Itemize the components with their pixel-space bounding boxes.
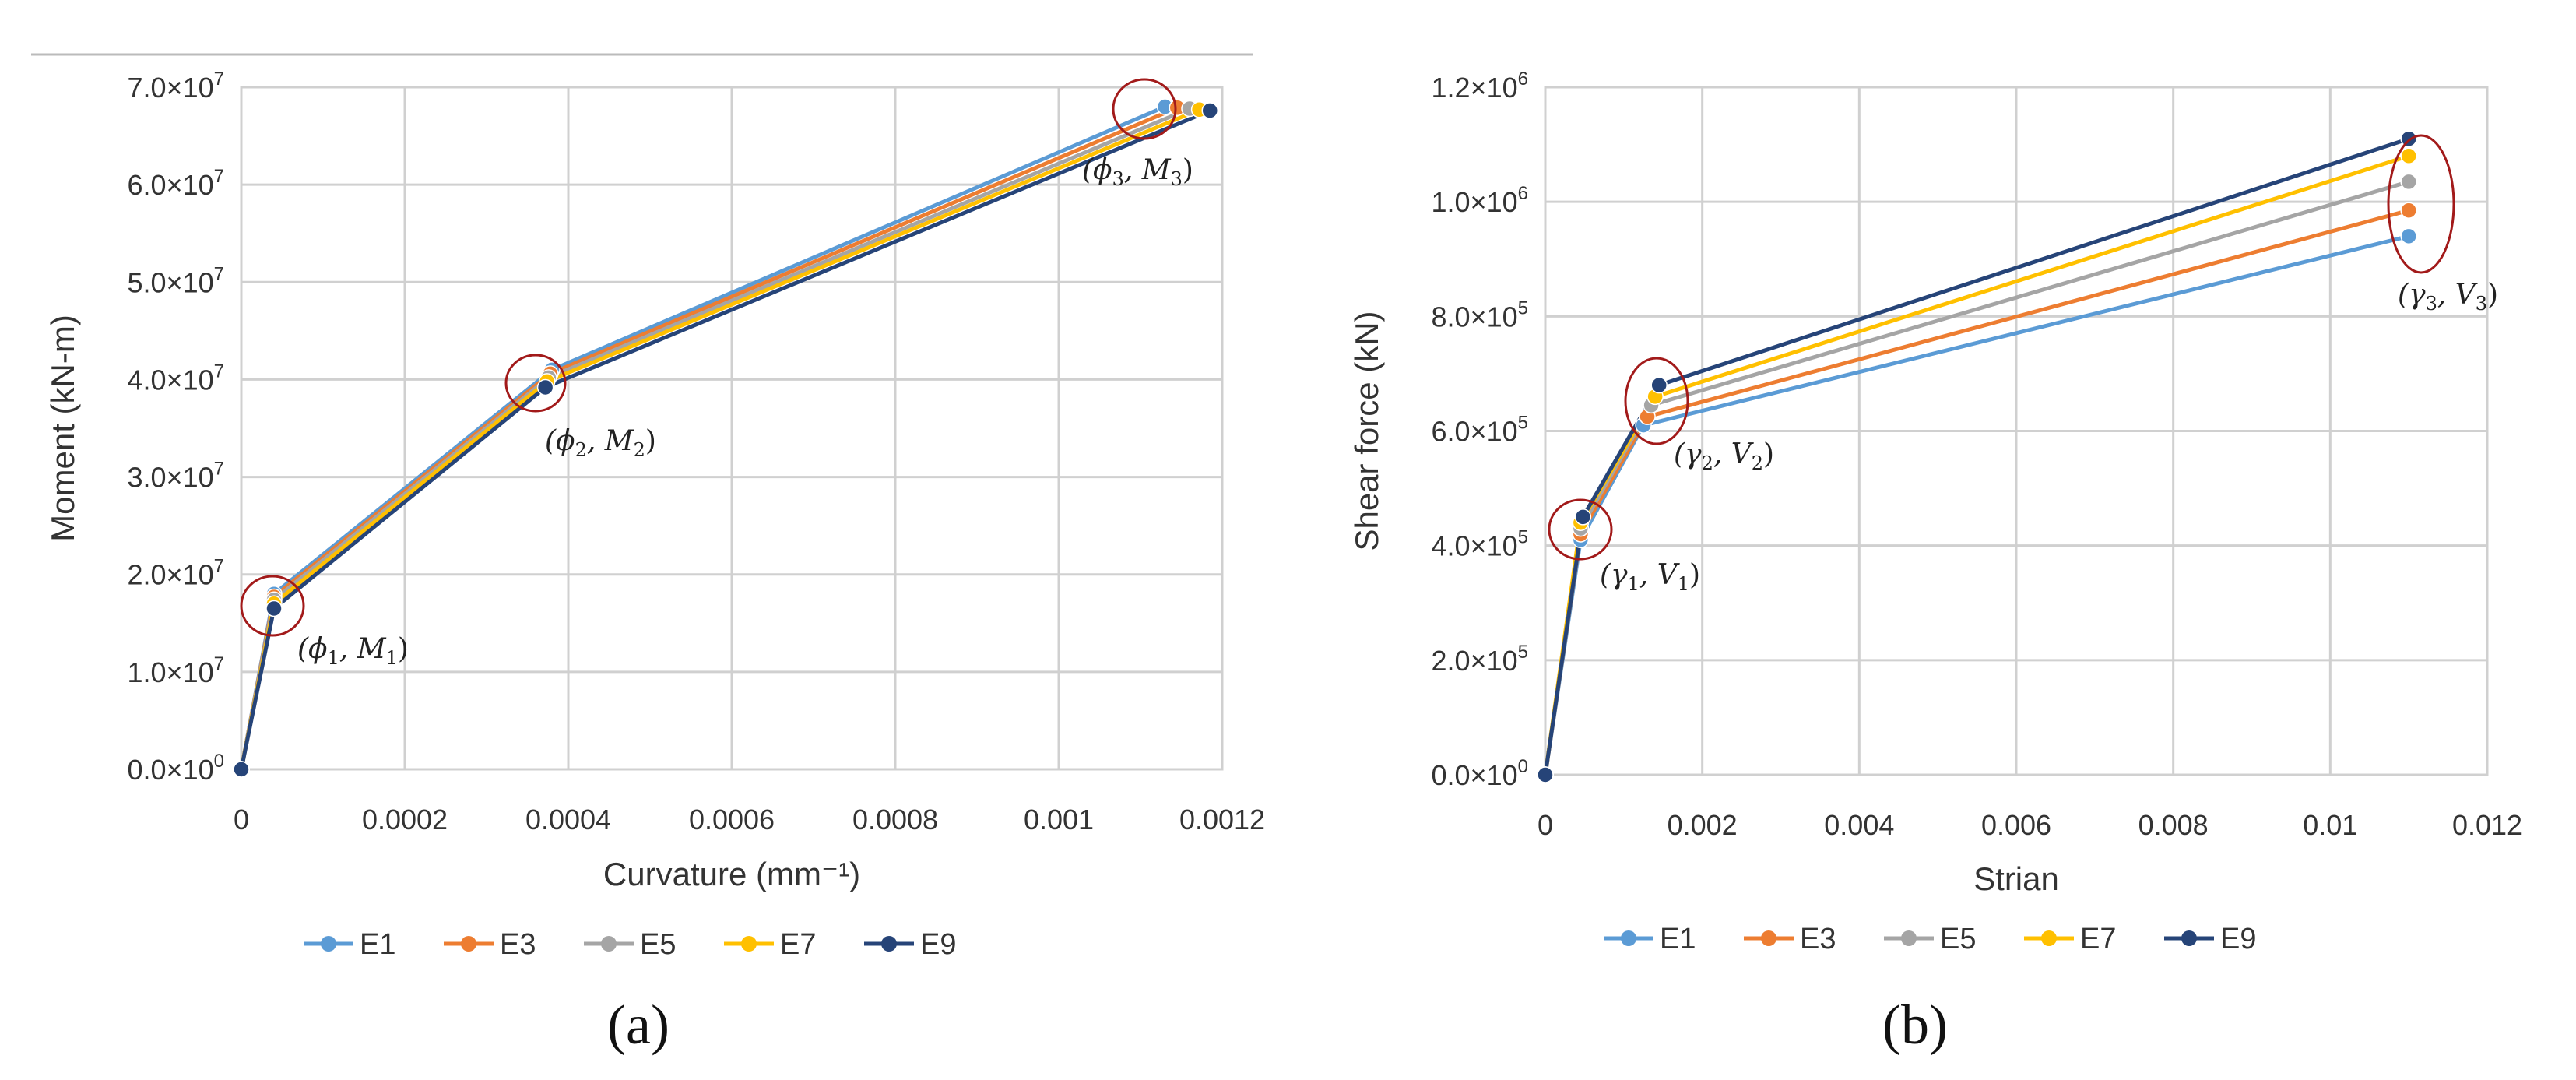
- y-tick-label: 8.0×105: [1432, 297, 1528, 332]
- data-point-e9: [265, 600, 283, 617]
- x-tick-label: 0.0012: [1179, 804, 1265, 836]
- y-axis-title: Moment (kN-m): [44, 315, 81, 542]
- legend-label-e9: E9: [920, 928, 956, 961]
- x-tick-label: 0.012: [2452, 809, 2522, 841]
- x-tick-label: 0.001: [1024, 804, 1094, 836]
- series-line-e9: [1543, 136, 2409, 776]
- plot-area-frame: [1544, 86, 2489, 776]
- data-point-e9: [536, 378, 554, 396]
- highlight-ellipse: [1624, 357, 1689, 445]
- legend-swatch-marker: [881, 936, 897, 952]
- highlight-ellipse: [1548, 498, 1613, 561]
- series-line-e7: [239, 107, 1200, 770]
- y-tick-label: 0.0×100: [1432, 756, 1528, 791]
- series-line-e5: [1543, 180, 2409, 776]
- legend-swatch-marker: [2181, 930, 2197, 946]
- point-annotation: (ϕ3, M3): [1082, 154, 1193, 190]
- y-tick-label: 2.0×105: [1432, 642, 1528, 677]
- y-tick-label: 5.0×107: [128, 263, 224, 298]
- data-point-e1: [2400, 227, 2417, 245]
- y-tick-label: 4.0×107: [128, 361, 224, 396]
- highlight-ellipse: [240, 575, 305, 637]
- legend-swatch-marker: [741, 936, 757, 952]
- y-tick-label: 7.0×107: [128, 69, 224, 104]
- point-annotation: (ϕ1, M1): [297, 633, 409, 669]
- chart-panel-b: 0 0.002 0.004 0.006 0.008 0.01 0.012 0.0×100 2.0…: [1348, 69, 2522, 1056]
- x-tick-label: 0.0008: [852, 804, 938, 836]
- data-point-e9: [1574, 508, 1592, 526]
- x-tick-label: 0: [234, 804, 249, 836]
- x-axis-title: Curvature (mm⁻¹): [603, 856, 860, 892]
- data-point-e7: [2400, 147, 2417, 165]
- series-line-e9: [239, 108, 1211, 770]
- data-point-e9: [233, 761, 250, 778]
- chart-panel-a: 0 0.0002 0.0004 0.0006 0.0008 0.001 0.0012 0.0×…: [44, 69, 1265, 1056]
- data-point-e9: [1201, 102, 1218, 119]
- data-point-e3: [2400, 202, 2417, 219]
- y-tick-label: 1.0×106: [1432, 183, 1528, 218]
- series-line-e3: [239, 105, 1179, 770]
- y-tick-label: 6.0×107: [128, 166, 224, 201]
- x-axis-title: Strian: [1973, 860, 2059, 897]
- y-tick-label: 2.0×107: [128, 556, 224, 591]
- x-tick-label: 0: [1538, 809, 1553, 841]
- highlight-ellipse: [2387, 134, 2455, 274]
- point-annotation: (γ2, V2): [1674, 438, 1774, 474]
- data-point-e9: [1650, 376, 1668, 394]
- legend-label-e5: E5: [1940, 923, 1976, 955]
- legend-swatch-marker: [1901, 930, 1917, 946]
- panel-label: (b): [1882, 994, 1948, 1056]
- x-tick-label: 0.0002: [362, 804, 448, 836]
- point-annotation: (γ3, V3): [2398, 279, 2498, 315]
- data-point-e9: [2400, 130, 2417, 147]
- data-point-e5: [2400, 173, 2417, 191]
- y-tick-label: 6.0×105: [1432, 413, 1528, 448]
- highlight-ellipse: [504, 354, 567, 413]
- y-tick-label: 0.0×100: [128, 751, 224, 786]
- x-tick-label: 0.0004: [525, 804, 611, 836]
- legend-swatch-marker: [601, 936, 617, 952]
- x-tick-label: 0.006: [1981, 809, 2051, 841]
- legend-label-e7: E7: [2080, 923, 2116, 955]
- point-annotation: (γ1, V1): [1600, 559, 1700, 595]
- legend-swatch-marker: [461, 936, 476, 952]
- y-tick-label: 4.0×105: [1432, 527, 1528, 562]
- x-tick-label: 0.002: [1668, 809, 1738, 841]
- data-point-e9: [1537, 766, 1554, 783]
- legend-label-e7: E7: [780, 928, 816, 961]
- legend-label-e3: E3: [500, 928, 536, 961]
- legend-swatch-marker: [1761, 930, 1776, 946]
- x-tick-label: 0.004: [1824, 809, 1894, 841]
- x-tick-label: 0.0006: [689, 804, 775, 836]
- x-tick-label: 0.008: [2138, 809, 2209, 841]
- plot-area-frame: [240, 86, 1224, 771]
- point-annotation: (ϕ2, M2): [545, 425, 656, 461]
- legend-label-e5: E5: [640, 928, 676, 961]
- series-line-e1: [239, 104, 1166, 770]
- y-tick-label: 1.0×107: [128, 653, 224, 688]
- legend-swatch-marker: [321, 936, 336, 952]
- panel-label: (a): [607, 994, 669, 1056]
- legend-label-e3: E3: [1800, 923, 1836, 955]
- legend-label-e1: E1: [1660, 923, 1696, 955]
- legend-swatch-marker: [1621, 930, 1636, 946]
- legend-swatch-marker: [2041, 930, 2057, 946]
- y-tick-label: 3.0×107: [128, 459, 224, 494]
- y-tick-label: 1.2×106: [1432, 69, 1528, 104]
- y-axis-title: Shear force (kN): [1348, 311, 1385, 551]
- legend-label-e1: E1: [360, 928, 395, 961]
- x-tick-label: 0.01: [2303, 809, 2357, 841]
- highlight-ellipse: [1112, 78, 1177, 140]
- series-line-e5: [239, 107, 1190, 770]
- legend-label-e9: E9: [2220, 923, 2256, 955]
